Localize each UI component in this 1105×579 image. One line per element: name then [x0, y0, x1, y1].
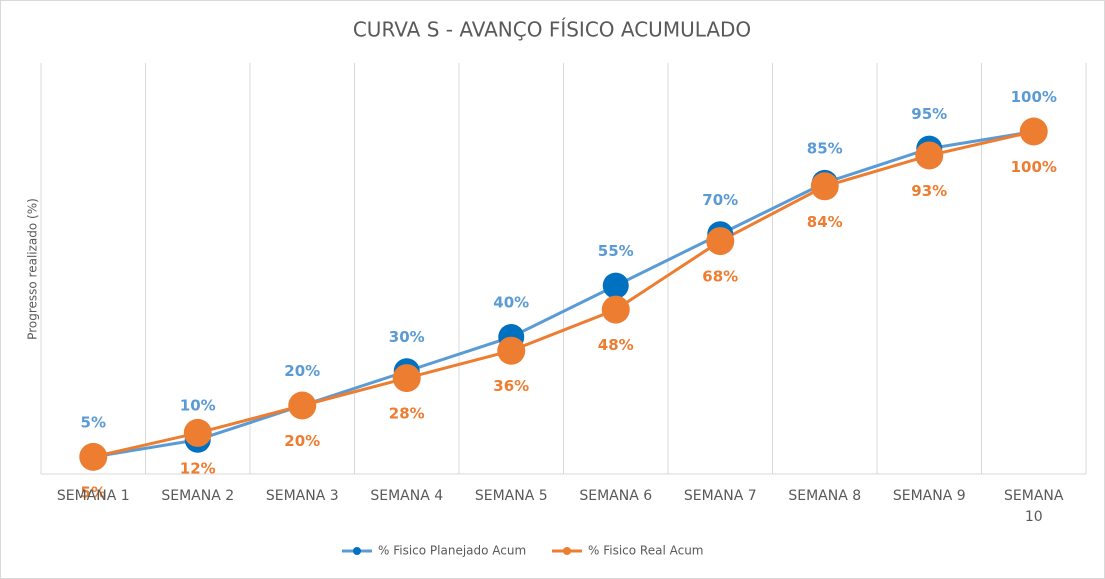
data-label: 20%	[284, 432, 320, 450]
data-label: 30%	[389, 328, 425, 346]
data-point	[183, 418, 212, 447]
x-tick-label: SEMANA 1	[56, 488, 130, 504]
data-point	[288, 391, 317, 420]
data-point	[601, 295, 630, 324]
data-point	[79, 442, 108, 471]
legend-label: % Fisico Planejado Acum	[378, 544, 526, 558]
data-point	[602, 272, 629, 299]
data-label: 12%	[180, 459, 216, 477]
x-tick-label: SEMANA 6	[579, 488, 653, 504]
x-tick-label: SEMANA 8	[788, 488, 862, 504]
x-tick-label: SEMANA 7	[683, 488, 757, 504]
x-tick-label: SEMANA 9	[892, 488, 966, 504]
data-label: 70%	[702, 191, 738, 209]
data-label: 5%	[81, 413, 106, 431]
data-label: 40%	[493, 294, 529, 312]
y-axis-label: Progresso realizado (%)	[26, 198, 40, 340]
x-tick-label: SEMANA 5	[474, 488, 548, 504]
data-label: 28%	[389, 405, 425, 423]
data-label: 100%	[1011, 88, 1057, 106]
legend-marker	[353, 547, 361, 555]
data-point	[497, 336, 526, 365]
data-point	[392, 364, 421, 393]
data-label: 48%	[598, 336, 634, 354]
data-label: 68%	[702, 268, 738, 286]
data-label: 84%	[807, 213, 843, 231]
data-point	[706, 227, 735, 256]
data-label: 20%	[284, 362, 320, 380]
series-line	[93, 130, 1034, 459]
x-tick-label: SEMANA 3	[265, 488, 339, 504]
data-label: 36%	[493, 377, 529, 395]
data-label: 85%	[807, 139, 843, 157]
data-point	[810, 172, 839, 201]
data-label: 10%	[180, 396, 216, 414]
x-tick-label: SEMANA 10	[1004, 488, 1064, 525]
legend-label: % Fisico Real Acum	[588, 544, 704, 558]
data-label: 100%	[1011, 158, 1057, 176]
data-label: 5%	[81, 483, 106, 501]
data-label: 95%	[911, 105, 947, 123]
x-tick-label: SEMANA 2	[161, 488, 235, 504]
data-point	[915, 141, 944, 170]
series-line	[92, 130, 1035, 459]
chart-title: CURVA S - AVANÇO FÍSICO ACUMULADO	[353, 18, 751, 42]
legend-marker	[563, 547, 571, 555]
x-tick-label: SEMANA 4	[370, 488, 444, 504]
data-point	[1019, 117, 1048, 146]
data-label: 93%	[911, 182, 947, 200]
data-label: 55%	[598, 242, 634, 260]
